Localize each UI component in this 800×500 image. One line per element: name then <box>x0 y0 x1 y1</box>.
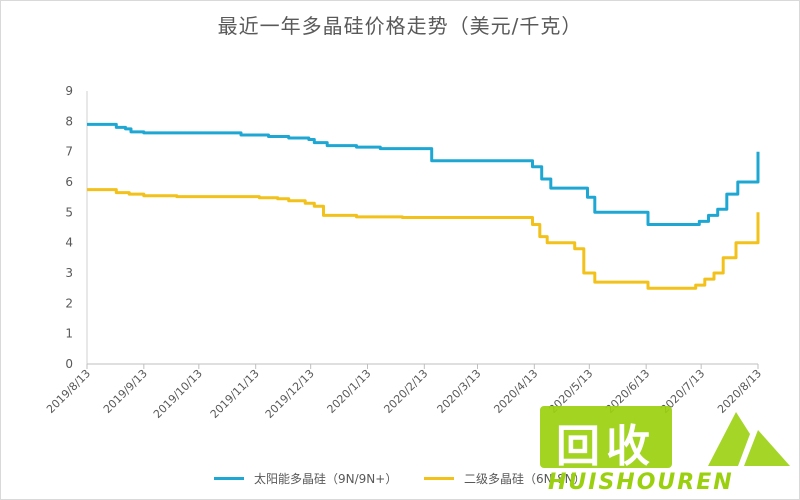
y-axis-ticks: 0 1 2 3 4 5 6 7 8 9 <box>65 84 73 371</box>
legend-item-secondary: 二级多晶硅（6N-8N） <box>424 470 586 487</box>
legend-label-solar: 太阳能多晶硅（9N/9N+） <box>254 472 398 486</box>
legend-swatch-secondary <box>424 477 454 480</box>
y-tick-label: 6 <box>65 175 73 189</box>
legend-label-secondary: 二级多晶硅（6N-8N） <box>464 472 586 486</box>
series-line-1 <box>87 188 760 290</box>
series-lines <box>87 122 760 290</box>
x-tick-label: 2019/12/13 <box>263 367 317 421</box>
watermark-text: HUISHOUREN <box>548 470 734 495</box>
x-tick-label: 2020/3/13 <box>435 367 484 416</box>
x-tick-label: 2020/4/13 <box>491 367 540 416</box>
x-tick-label: 2019/11/13 <box>208 367 262 421</box>
legend: 太阳能多晶硅（9N/9N+） 二级多晶硅（6N-8N） <box>0 470 800 490</box>
y-tick-label: 8 <box>65 114 73 128</box>
series-line-0 <box>87 122 760 226</box>
watermark-leaf-icon <box>708 412 790 466</box>
x-tick-label: 2020/2/13 <box>381 367 430 416</box>
legend-item-solar: 太阳能多晶硅（9N/9N+） <box>214 470 397 487</box>
watermark-logo-text: 回收 <box>556 421 656 472</box>
x-tick-label: 2020/1/13 <box>325 367 374 416</box>
x-tick-label: 2019/10/13 <box>151 367 205 421</box>
y-tick-label: 7 <box>65 145 73 159</box>
y-tick-label: 0 <box>65 357 73 371</box>
legend-swatch-solar <box>214 477 244 480</box>
y-tick-label: 5 <box>65 205 73 219</box>
x-tick-label: 2019/9/13 <box>101 367 150 416</box>
x-tick-label: 2019/8/13 <box>44 367 93 416</box>
y-tick-label: 1 <box>65 327 73 341</box>
y-tick-label: 3 <box>65 266 73 280</box>
watermark-logo-box <box>540 406 672 468</box>
watermark-logo: 回收 HUISHOUREN <box>538 404 800 500</box>
y-tick-label: 4 <box>65 236 73 250</box>
chart-title: 最近一年多晶硅价格走势（美元/千克） <box>217 14 583 38</box>
y-tick-label: 9 <box>65 84 73 98</box>
y-tick-label: 2 <box>65 296 73 310</box>
